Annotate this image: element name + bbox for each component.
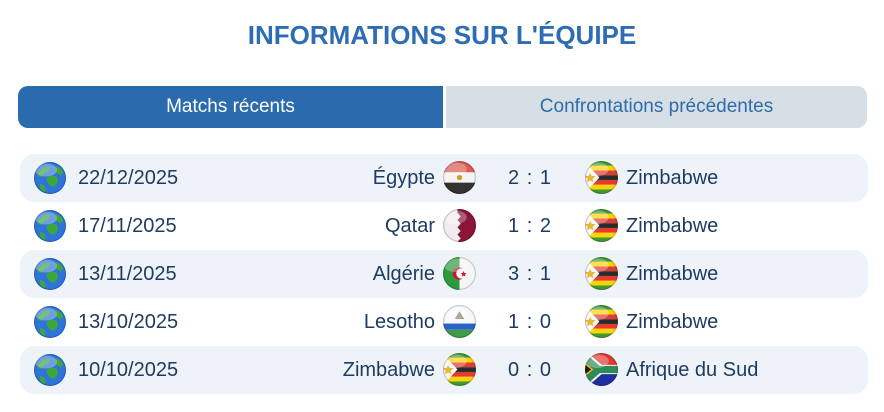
tab-matchs-recents[interactable]: Matchs récents [18, 86, 443, 128]
match-date: 13/10/2025 [78, 311, 179, 333]
match-date: 13/11/2025 [78, 263, 177, 285]
match-score: 1 : 2 [508, 215, 552, 237]
home-team-name: Zimbabwe [342, 359, 435, 381]
south-africa-flag-icon [585, 353, 618, 386]
match-score: 3 : 1 [508, 263, 552, 285]
tab-divider [443, 86, 446, 128]
page-title: INFORMATIONS SUR L'ÉQUIPE [247, 20, 637, 50]
zimbabwe-flag-icon [585, 305, 618, 338]
globe-icon [34, 306, 66, 338]
globe-icon [34, 162, 66, 194]
globe-icon [34, 258, 66, 290]
algeria-flag-icon [443, 257, 476, 290]
tab-bar: Matchs récents Confrontations précédente… [18, 86, 867, 128]
match-row: 17/11/2025 Qatar 1 : 2 Zimbabwe [20, 202, 868, 250]
egypt-flag-icon [443, 161, 476, 194]
tab-matchs-recents-label: Matchs récents [166, 96, 295, 117]
lesotho-flag-icon [443, 305, 476, 338]
recent-matches-list: 22/12/2025 Égypte 2 : 1 Zimbabwe 17/11/2… [20, 154, 868, 394]
match-row: 10/10/2025 Zimbabwe 0 : 0 Afrique du Sud [20, 346, 868, 394]
match-row: 13/10/2025 Lesotho 1 : 0 Zimbabwe [20, 298, 868, 346]
match-score: 1 : 0 [508, 311, 552, 333]
tab-confrontations-precedentes-label: Confrontations précédentes [539, 96, 774, 117]
home-team-name: Algérie [372, 263, 435, 285]
home-team-name: Égypte [372, 167, 435, 189]
zimbabwe-flag-icon [585, 257, 618, 290]
globe-icon [34, 210, 66, 242]
match-score: 0 : 0 [508, 359, 552, 381]
qatar-flag-icon [443, 209, 476, 242]
home-team-name: Lesotho [363, 311, 435, 333]
away-team-name: Zimbabwe [626, 263, 719, 285]
match-row: 13/11/2025 Algérie 3 : 1 Zimbabwe [20, 250, 868, 298]
match-score: 2 : 1 [508, 167, 552, 189]
tab-confrontations-precedentes[interactable]: Confrontations précédentes [446, 86, 867, 128]
match-row: 22/12/2025 Égypte 2 : 1 Zimbabwe [20, 154, 868, 202]
zimbabwe-flag-icon [585, 209, 618, 242]
match-date: 17/11/2025 [78, 215, 177, 237]
away-team-name: Zimbabwe [626, 311, 719, 333]
away-team-name: Zimbabwe [626, 215, 719, 237]
match-date: 22/12/2025 [78, 167, 179, 189]
away-team-name: Afrique du Sud [626, 359, 759, 381]
home-team-name: Qatar [384, 215, 435, 237]
zimbabwe-flag-icon [443, 353, 476, 386]
zimbabwe-flag-icon [585, 161, 618, 194]
globe-icon [34, 354, 66, 386]
match-date: 10/10/2025 [78, 359, 179, 381]
away-team-name: Zimbabwe [626, 167, 719, 189]
